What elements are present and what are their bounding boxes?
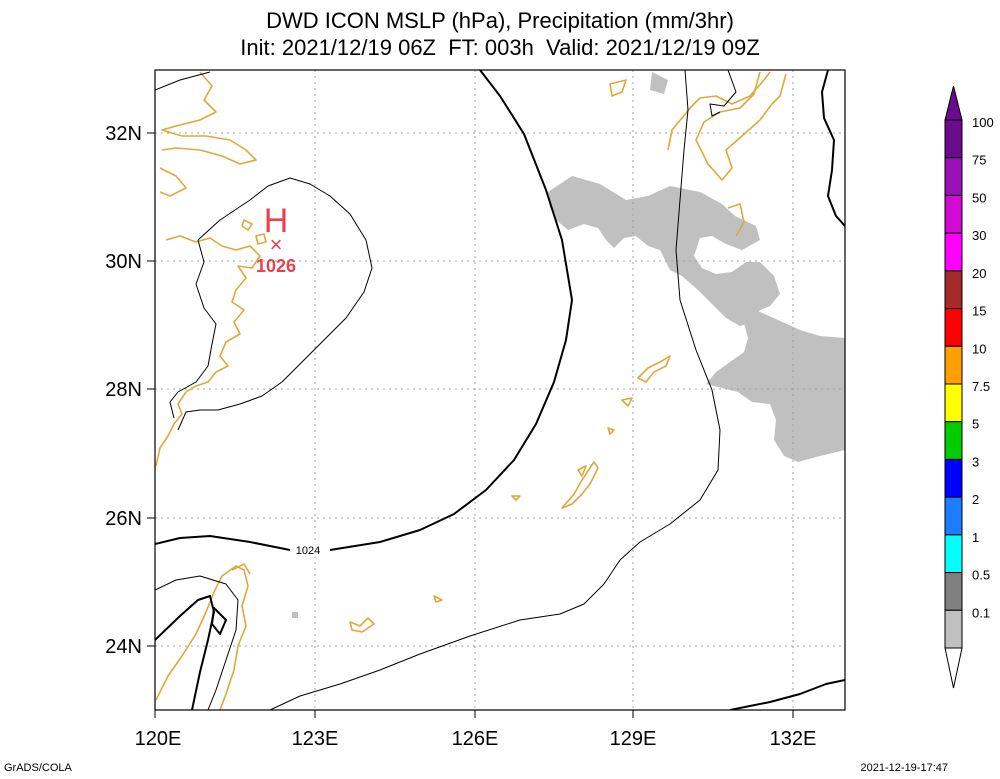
- colorbar-cell: [944, 119, 963, 159]
- isobar-southwest: [155, 575, 239, 710]
- colorbar-cell: [944, 534, 963, 574]
- colorbar-label: 30: [972, 228, 986, 243]
- precip-speck-taiwan: [292, 612, 298, 618]
- colorbar: 100 75 50 30 20 15 10 7.5 5 3 2 1 0.5 0.1: [944, 85, 994, 689]
- colorbar-label: 3: [972, 454, 979, 469]
- longitude-labels: 120E 123E 126E 129E 132E: [135, 728, 817, 750]
- map-title-line2: Init: 2021/12/19 06Z FT: 003h Valid: 202…: [240, 35, 760, 60]
- coastline-amami: [637, 355, 671, 383]
- timestamp-text: 2021-12-19-17:47: [860, 762, 948, 774]
- lon-label-123E: 123E: [292, 728, 339, 750]
- coastline-small-islands: [349, 397, 633, 633]
- colorbar-cell: [944, 609, 963, 649]
- high-pressure-value: 1026: [256, 256, 296, 276]
- isobar-1024: [329, 70, 573, 551]
- isobar-1024-west: [155, 535, 291, 551]
- isobar-1026-ring: [177, 177, 373, 431]
- isobar-taiwan-inner: [211, 607, 227, 635]
- coastline-taiwan-east: [231, 563, 251, 575]
- colorbar-cell: [944, 383, 963, 423]
- lat-label-30N: 30N: [105, 251, 142, 273]
- colorbar-bottom-arrow: [944, 647, 963, 689]
- colorbar-cell: [944, 270, 963, 310]
- lon-label-126E: 126E: [452, 728, 499, 750]
- coastline-china-mid: [159, 167, 187, 197]
- coastline-zhoushan-islands: [241, 219, 267, 245]
- isobars: [155, 70, 845, 710]
- isobar-1022-east: [269, 70, 721, 710]
- precip-area-north: [548, 176, 780, 326]
- colorbar-cells: [944, 119, 963, 649]
- lat-label-24N: 24N: [105, 636, 142, 658]
- colorbar-label: 5: [972, 417, 979, 432]
- colorbar-cell: [944, 421, 963, 460]
- colorbar-label: 10: [972, 341, 986, 356]
- coastline-kyushu-north: [609, 71, 771, 151]
- isobar-label-bg: [293, 543, 323, 557]
- coastline-okinawa: [561, 461, 599, 509]
- colorbar-label: 0.5: [972, 568, 990, 583]
- colorbar-label: 50: [972, 190, 986, 205]
- isobar-taiwan-low: [155, 595, 215, 710]
- coastlines: [155, 71, 787, 710]
- colorbar-top-arrow: [944, 85, 963, 121]
- lat-label-28N: 28N: [105, 379, 142, 401]
- coastline-china-east: [155, 235, 261, 467]
- colorbar-label: 100: [972, 115, 994, 130]
- lon-label-132E: 132E: [770, 728, 817, 750]
- lat-label-32N: 32N: [105, 123, 142, 145]
- colorbar-cell: [944, 496, 963, 536]
- latitude-labels: 32N 30N 28N 26N 24N: [105, 123, 142, 658]
- precipitation-shading: [292, 72, 845, 618]
- isobar-ne-coast: [155, 71, 211, 91]
- lon-label-129E: 129E: [610, 728, 657, 750]
- colorbar-cell: [944, 572, 963, 611]
- plot-frame: [154, 69, 846, 711]
- colorbar-label: 1: [972, 530, 979, 545]
- colorbar-cell: [944, 232, 963, 272]
- colorbar-label: 20: [972, 266, 986, 281]
- colorbar-label: 2: [972, 492, 979, 507]
- colorbar-label: 75: [972, 153, 986, 168]
- graticule: [155, 70, 845, 710]
- coastline-kyushu-bay: [695, 71, 787, 181]
- colorbar-label: 15: [972, 304, 986, 319]
- colorbar-cell: [944, 345, 963, 385]
- lon-label-120E: 120E: [135, 728, 182, 750]
- colorbar-cell: [944, 458, 963, 498]
- colorbar-label: 0.1: [972, 605, 990, 620]
- credit-text: GrADS/COLA: [4, 762, 72, 774]
- lat-label-26N: 26N: [105, 508, 142, 530]
- colorbar-cell: [944, 308, 963, 347]
- isobar-se-corner: [729, 679, 845, 710]
- colorbar-label: 7.5: [972, 379, 990, 394]
- colorbar-labels: 100 75 50 30 20 15 10 7.5 5 3 2 1 0.5 0.1: [972, 115, 994, 620]
- isobar-1026-west: [169, 239, 217, 419]
- colorbar-cell: [944, 157, 963, 196]
- isobar-kyushu-west: [709, 70, 737, 117]
- precip-speck-north: [650, 72, 668, 94]
- coastline-osumi: [727, 203, 745, 237]
- colorbar-cell: [944, 194, 963, 234]
- coastline-china-north: [161, 71, 257, 165]
- isobar-label-1024: 1024: [296, 545, 320, 557]
- isobar-kyushu-east: [821, 70, 845, 227]
- coastline-taiwan: [155, 565, 249, 710]
- high-pressure-marker: ×: [270, 232, 283, 257]
- high-pressure-symbol: H: [264, 202, 289, 240]
- map-title-line1: DWD ICON MSLP (hPa), Precipitation (mm/3…: [266, 8, 734, 33]
- axis-ticks: [147, 132, 794, 718]
- precip-area-east: [706, 312, 845, 462]
